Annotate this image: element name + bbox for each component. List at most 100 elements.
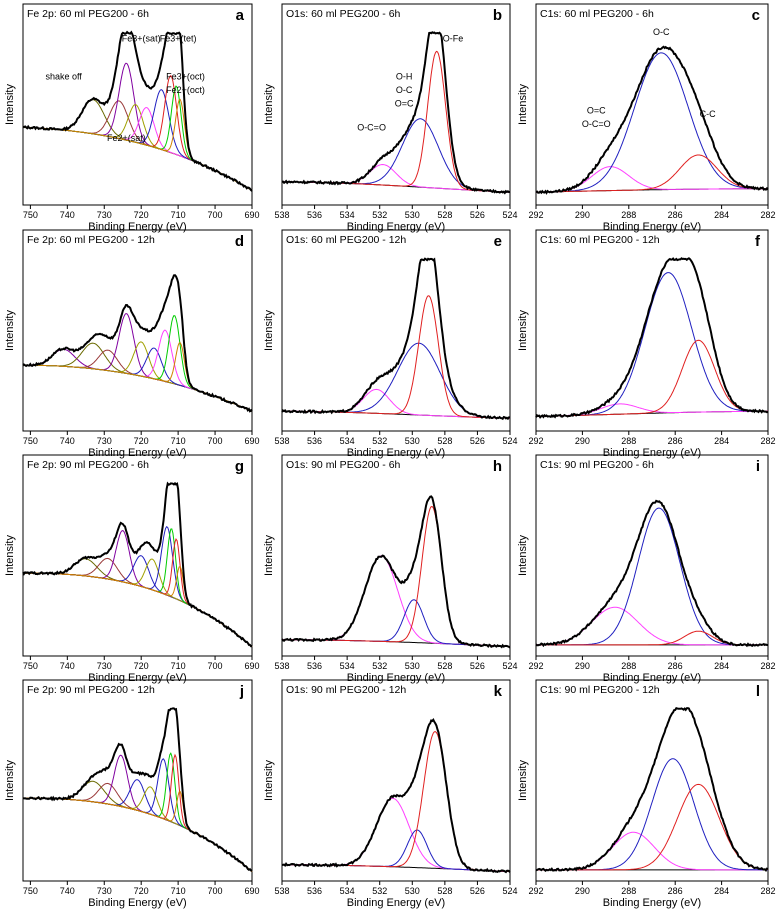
fit-component-3 — [22, 779, 253, 872]
y-axis-label: Intensity — [517, 535, 529, 576]
background-line — [22, 572, 253, 647]
x-tick-label: 700 — [208, 210, 223, 220]
peak-annotation: Fe3+(sat) — [122, 34, 161, 44]
envelope-curve — [535, 707, 769, 873]
x-tick-label: 288 — [621, 661, 636, 671]
fit-component-1 — [282, 118, 511, 193]
fit-component-1 — [22, 342, 253, 412]
x-tick-label: 530 — [405, 886, 420, 896]
x-axis-label: Binding Energy (eV) — [603, 897, 701, 909]
x-tick-label: 526 — [470, 436, 485, 446]
panel-letter: a — [236, 7, 245, 24]
x-tick-label: 690 — [244, 210, 259, 220]
peak-annotation: O=C — [587, 106, 606, 116]
x-tick-label: 290 — [575, 436, 590, 446]
fit-component-1 — [536, 272, 768, 417]
plot-frame — [22, 3, 253, 206]
x-axis-label: Binding Energy (eV) — [603, 672, 701, 684]
fit-component-4 — [22, 341, 253, 412]
envelope-curve — [281, 495, 511, 649]
x-tick-label: 730 — [97, 886, 112, 896]
panel-letter: e — [494, 233, 502, 250]
peak-annotation: O-C — [396, 85, 413, 95]
x-tick-label: 284 — [714, 661, 729, 671]
panel-i: C1s: 90 ml PEG200 - 6h i 292 290 288 286 284 28… — [517, 454, 776, 684]
x-tick-label: 524 — [502, 661, 517, 671]
panel-title: C1s: 90 ml PEG200 - 12h — [540, 684, 660, 696]
panel-title: O1s: 90 ml PEG200 - 12h — [286, 684, 406, 696]
x-tick-label: 532 — [372, 661, 387, 671]
fit-component-1 — [23, 100, 253, 191]
x-tick-label: 286 — [668, 436, 683, 446]
panel-title: Fe 2p: 60 ml PEG200 - 12h — [27, 234, 155, 246]
peak-annotation: Fe2+(oct) — [166, 85, 205, 95]
x-tick-label: 750 — [23, 886, 38, 896]
x-tick-label: 286 — [668, 210, 683, 220]
panel-title: Fe 2p: 60 ml PEG200 - 6h — [27, 8, 149, 20]
plot-frame — [281, 679, 511, 882]
x-tick-label: 288 — [621, 210, 636, 220]
x-tick-label: 720 — [134, 436, 149, 446]
x-tick-label: 286 — [668, 886, 683, 896]
x-axis-label: Binding Energy (eV) — [88, 672, 186, 684]
fit-component-6 — [22, 752, 253, 872]
x-tick-label: 710 — [171, 661, 186, 671]
fit-component-8 — [22, 342, 253, 412]
envelope-curve — [281, 31, 511, 195]
panel-letter: b — [493, 7, 502, 24]
envelope-curve — [22, 707, 253, 872]
x-tick-label: 720 — [134, 661, 149, 671]
x-tick-label: 740 — [60, 886, 75, 896]
x-tick-label: 536 — [307, 661, 322, 671]
background-line — [22, 364, 253, 412]
plot-frame — [535, 679, 769, 882]
y-axis-label: Intensity — [517, 310, 529, 351]
fit-component-6 — [22, 329, 253, 412]
x-tick-label: 524 — [502, 436, 517, 446]
panel-f: C1s: 60 ml PEG200 - 12h f 292 290 288 286 284 2… — [517, 229, 776, 459]
panel-letter: f — [755, 233, 761, 250]
fit-component-6 — [22, 528, 253, 647]
envelope-curve — [535, 45, 769, 195]
fit-component-2 — [22, 530, 253, 647]
panel-letter: k — [494, 683, 503, 700]
y-axis-label: Intensity — [517, 84, 529, 125]
panel-title: O1s: 60 ml PEG200 - 6h — [286, 8, 401, 20]
x-tick-label: 538 — [274, 210, 289, 220]
fit-component-7 — [22, 537, 253, 647]
x-axis-label: Binding Energy (eV) — [347, 897, 445, 909]
fit-component-2 — [535, 154, 768, 193]
plot-frame — [22, 454, 253, 657]
plot-frame — [22, 679, 253, 882]
x-axis-label: Binding Energy (eV) — [347, 447, 445, 459]
x-tick-label: 284 — [714, 436, 729, 446]
plot-frame — [281, 454, 511, 657]
fit-component-3 — [22, 555, 253, 647]
panel-d: Fe 2p: 60 ml PEG200 - 12h d 750 740 730 720 71… — [4, 229, 260, 459]
envelope-curve — [535, 499, 768, 648]
x-tick-label: 528 — [437, 661, 452, 671]
x-axis-label: Binding Energy (eV) — [347, 221, 445, 233]
panel-l: C1s: 90 ml PEG200 - 12h l 292 290 288 286 284 2… — [517, 679, 776, 909]
peak-annotation: O-C=O — [357, 123, 386, 133]
y-axis-label: Intensity — [4, 535, 16, 576]
envelope-curve — [281, 257, 511, 421]
panel-g: Fe 2p: 90 ml PEG200 - 6h g 750 740 730 720 710… — [4, 454, 260, 684]
peak-annotation: shake off — [45, 71, 82, 81]
y-axis-label: Intensity — [263, 760, 275, 801]
x-tick-label: 690 — [244, 436, 259, 446]
x-tick-label: 538 — [274, 886, 289, 896]
x-tick-label: 530 — [405, 210, 420, 220]
x-tick-label: 538 — [274, 661, 289, 671]
x-tick-label: 292 — [528, 210, 543, 220]
panel-title: C1s: 90 ml PEG200 - 6h — [540, 459, 654, 471]
peak-annotation: O=C — [395, 99, 414, 109]
plot-frame — [535, 229, 769, 432]
x-tick-label: 536 — [307, 886, 322, 896]
envelope-curve — [22, 30, 253, 192]
x-tick-label: 700 — [208, 436, 223, 446]
x-tick-label: 292 — [528, 886, 543, 896]
fit-component-8 — [23, 98, 253, 191]
panel-j: Fe 2p: 90 ml PEG200 - 12h j 750 740 730 720 71… — [4, 679, 260, 909]
